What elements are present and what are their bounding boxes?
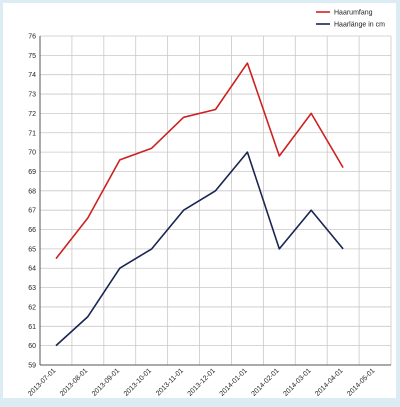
- y-tick-label: 69: [28, 169, 36, 176]
- y-tick-label: 76: [28, 34, 36, 41]
- legend: Haarumfang Haarlänge in cm: [316, 10, 385, 29]
- x-tick-label: 2014-05-01: [346, 367, 376, 397]
- x-tick-label: 2013-10-01: [123, 367, 153, 397]
- y-tick-label: 67: [28, 208, 36, 215]
- axes: 59 60 61 62 63 64 65 66 67 68 69 70 71 72 73 74 75 76 2013…: [27, 34, 391, 398]
- y-tick-label: 59: [28, 363, 36, 370]
- y-tick-label: 62: [28, 304, 36, 311]
- y-tick-label: 66: [28, 227, 36, 234]
- x-tick-label: 2013-08-01: [59, 367, 89, 397]
- y-tick-label: 65: [28, 246, 36, 253]
- x-tick-label: 2013-09-01: [91, 367, 121, 397]
- y-tick-label: 63: [28, 285, 36, 292]
- x-tick-label: 2014-01-01: [219, 367, 249, 397]
- x-tick-label: 2013-11-01: [155, 367, 185, 397]
- gridlines: [39, 35, 392, 366]
- y-tick-label: 60: [28, 343, 36, 350]
- series-line-0: [55, 62, 344, 260]
- x-tick-label: 2013-12-01: [187, 367, 217, 397]
- legend-label-0: Haarumfang: [334, 10, 373, 17]
- x-tick-label: 2014-03-01: [282, 367, 312, 397]
- y-tick-label: 70: [28, 150, 36, 157]
- y-tick-label: 64: [28, 266, 36, 273]
- legend-label-1: Haarlänge in cm: [334, 22, 385, 29]
- y-tick-label: 75: [28, 53, 36, 60]
- x-tick-label: 2013-07-01: [27, 367, 57, 397]
- y-tick-label: 61: [28, 324, 36, 331]
- y-tick-label: 73: [28, 92, 36, 99]
- series-line-1: [55, 151, 344, 347]
- y-tick-label: 74: [28, 72, 36, 79]
- y-tick-label: 71: [28, 130, 36, 137]
- series-lines: [55, 62, 344, 347]
- y-tick-label: 68: [28, 188, 36, 195]
- x-tick-label: 2014-04-01: [314, 367, 344, 397]
- y-tick-label: 72: [28, 111, 36, 118]
- x-tick-label: 2014-02-01: [250, 367, 280, 397]
